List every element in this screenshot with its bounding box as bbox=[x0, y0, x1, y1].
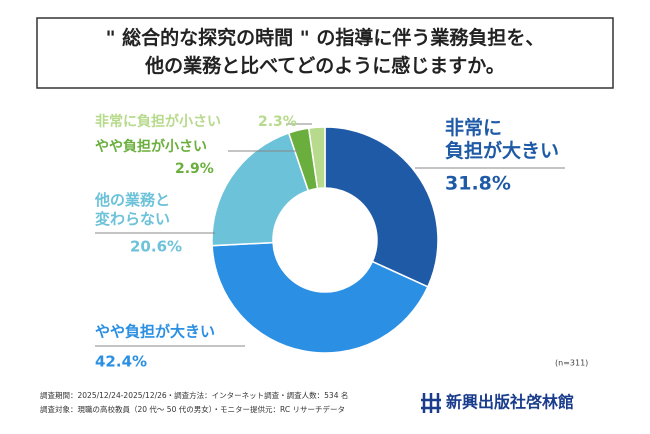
donut-slice bbox=[307, 126, 326, 190]
slice-label: やや負担が小さい bbox=[95, 138, 207, 155]
donut-slice bbox=[211, 132, 310, 247]
donut-slice bbox=[211, 241, 429, 354]
slice-label: 非常に負担が小さい bbox=[95, 113, 221, 130]
logo-icon bbox=[421, 393, 441, 413]
value-label: 2.9% bbox=[175, 161, 214, 177]
donut-slice bbox=[324, 126, 439, 288]
slice-label: 非常に負担が大きい bbox=[445, 116, 559, 162]
footnote: 調査対象：現職の高校教員（20 代〜 50 代の男女）・モニター提供元：RC リ… bbox=[40, 404, 345, 414]
publisher-logo: 新興出版社啓林館 bbox=[446, 393, 574, 412]
sample-note: (n=311) bbox=[555, 359, 588, 368]
slice-label: 他の業務と変わらない bbox=[94, 191, 170, 228]
chart-title: " 総合的な探究の時間 " の指導に伴う業務負担を、他の業務と比べてどのように感… bbox=[106, 26, 545, 77]
value-label: 2.3% bbox=[258, 114, 297, 130]
footnote: 調査期間：2025/12/24-2025/12/26・調査方法：インターネット調… bbox=[40, 390, 348, 400]
title-box bbox=[36, 17, 614, 89]
value-label: 31.8% bbox=[445, 173, 511, 195]
value-label: 20.6% bbox=[130, 238, 182, 256]
slice-label: やや負担が大きい bbox=[95, 323, 215, 341]
value-label: 42.4% bbox=[95, 353, 147, 371]
